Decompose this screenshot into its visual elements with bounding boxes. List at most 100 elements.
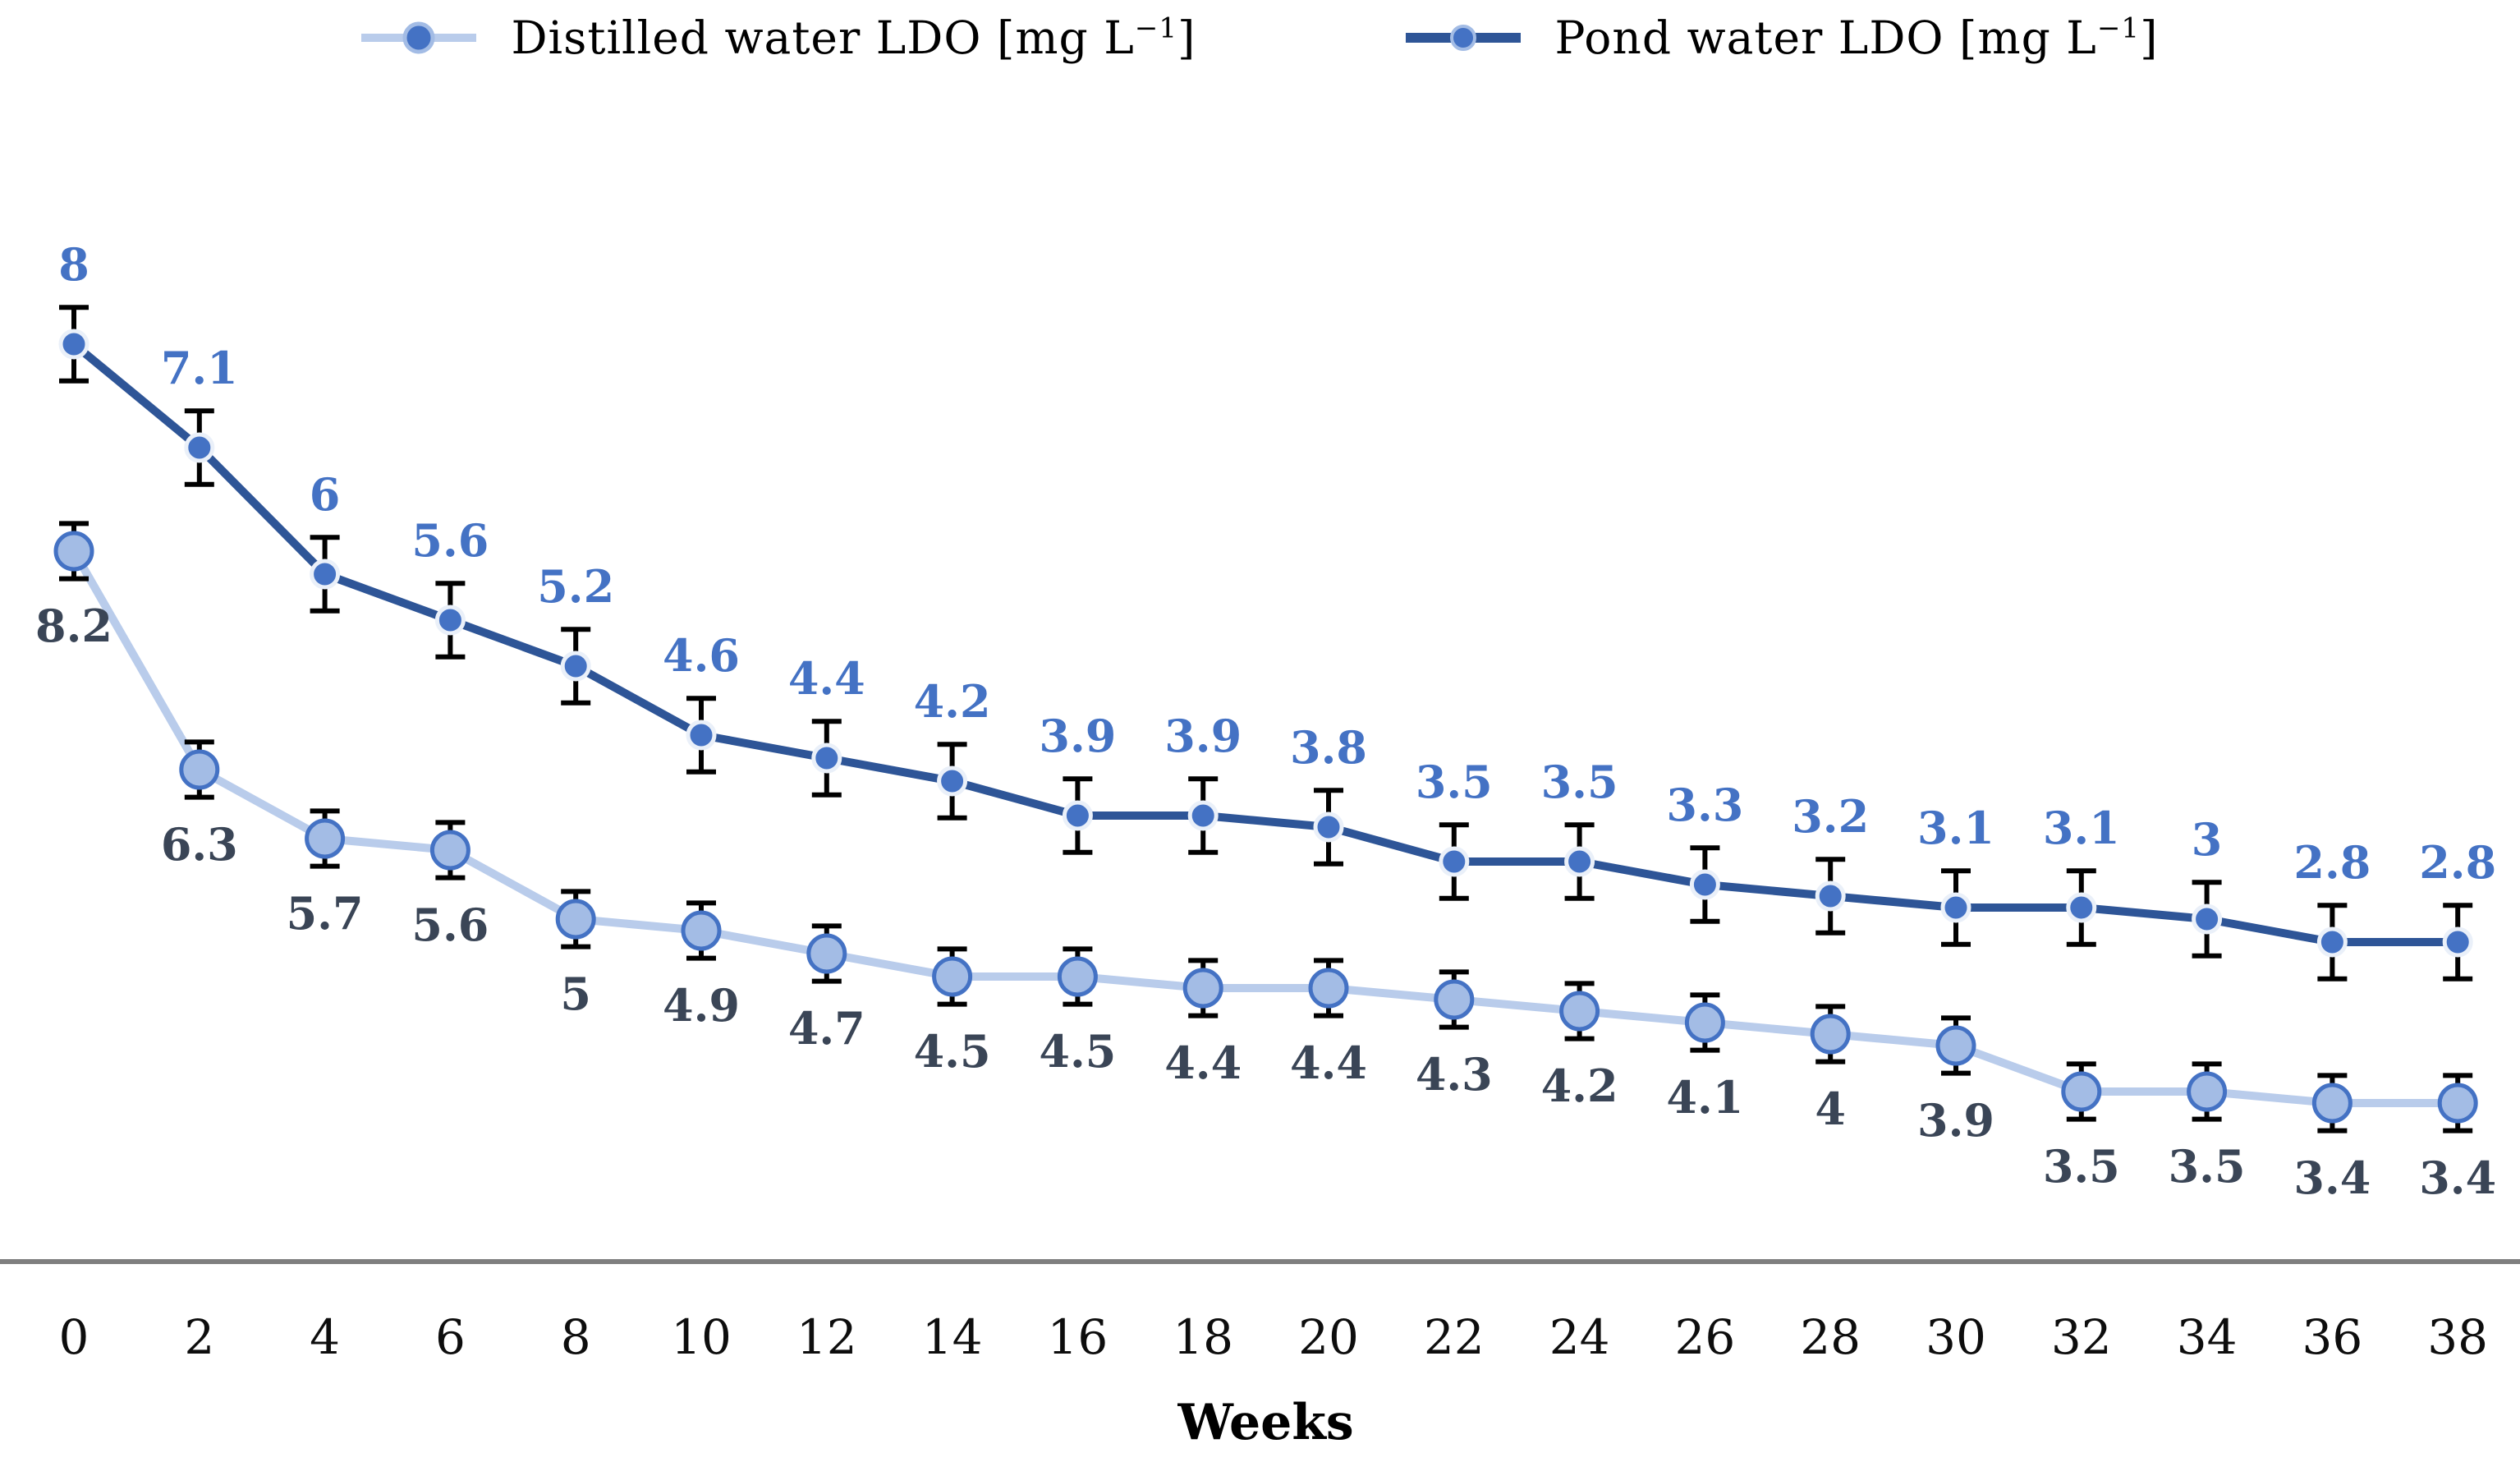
data-point-marker — [310, 559, 341, 590]
data-label: 3.3 — [1666, 779, 1743, 831]
data-label: 3.9 — [1039, 710, 1116, 762]
data-point-marker — [1689, 869, 1720, 900]
x-tick-label: 14 — [922, 1309, 983, 1365]
data-point-marker — [937, 765, 968, 797]
data-point-marker — [1810, 1014, 1851, 1055]
data-label: 3.1 — [1917, 802, 1994, 854]
data-label: 3.4 — [2419, 1152, 2496, 1204]
data-label: 4.5 — [1039, 1025, 1116, 1078]
x-tick-label: 18 — [1173, 1309, 1233, 1365]
x-tick-label: 34 — [2177, 1309, 2238, 1365]
data-point-marker — [1187, 800, 1219, 831]
series-line-pond — [70, 340, 2463, 946]
data-label: 4.4 — [1164, 1037, 1242, 1089]
x-tick-label: 26 — [1674, 1309, 1735, 1365]
data-point-marker — [686, 720, 717, 751]
data-point-marker — [1057, 956, 1098, 997]
legend-item-pond: Pond water LDO [mg L−1] — [1405, 11, 2159, 64]
data-label: 4.2 — [914, 675, 991, 728]
x-tick-label: 10 — [671, 1309, 732, 1365]
data-point-marker — [434, 605, 466, 636]
x-tick-label: 38 — [2427, 1309, 2488, 1365]
legend-label-pond-close: ] — [2140, 11, 2159, 64]
data-point-marker — [429, 830, 470, 871]
data-label: 5 — [560, 968, 591, 1020]
x-tick-label: 32 — [2051, 1309, 2112, 1365]
data-point-marker — [1684, 1002, 1725, 1043]
chart-legend: Distilled water LDO [mg L−1] Pond water … — [0, 11, 2520, 64]
data-point-marker — [2311, 1083, 2352, 1124]
data-point-marker — [1559, 991, 1600, 1032]
series-line-distilled — [70, 547, 2463, 1107]
data-label: 3.2 — [1792, 790, 1869, 843]
data-label: 8.2 — [35, 600, 112, 652]
x-tick-label: 2 — [184, 1309, 214, 1365]
data-label: 2.8 — [2419, 836, 2496, 889]
legend-label-distilled: Distilled water LDO [mg L−1] — [511, 11, 1196, 64]
legend-label-distilled-sup: −1 — [1134, 11, 1178, 45]
legend-label-pond-sup: −1 — [2096, 11, 2141, 45]
data-label: 5.7 — [287, 887, 364, 940]
legend-marker-pond-icon — [1405, 25, 1521, 51]
x-tick-label: 22 — [1424, 1309, 1485, 1365]
data-point-marker — [1815, 880, 1846, 912]
x-tick-label: 24 — [1549, 1309, 1610, 1365]
data-label: 3.5 — [2043, 1140, 2120, 1193]
x-tick-label: 8 — [561, 1309, 591, 1365]
data-point-marker — [53, 531, 94, 572]
data-label: 4.6 — [663, 629, 740, 682]
data-point-marker — [932, 956, 973, 997]
x-tick-label: 6 — [435, 1309, 466, 1365]
data-label: 4.4 — [1290, 1037, 1367, 1089]
data-label: 6.3 — [161, 818, 238, 871]
data-point-marker — [2442, 926, 2473, 958]
data-point-marker — [1935, 1025, 1976, 1066]
data-point-marker — [681, 910, 722, 951]
data-label: 2.8 — [2293, 836, 2371, 889]
data-point-marker — [1940, 892, 1971, 923]
data-label: 5.6 — [411, 899, 489, 951]
x-tick-label: 0 — [59, 1309, 90, 1365]
data-label: 4.5 — [914, 1025, 991, 1078]
x-tick-label: 30 — [1926, 1309, 1986, 1365]
x-tick-label: 20 — [1298, 1309, 1359, 1365]
data-label: 3.1 — [2043, 802, 2120, 854]
data-point-marker — [1434, 979, 1475, 1020]
x-tick-label: 16 — [1047, 1309, 1108, 1365]
data-point-marker — [555, 899, 596, 940]
data-point-marker — [2316, 926, 2348, 958]
data-point-marker — [1313, 811, 1344, 843]
data-label: 3 — [2192, 813, 2223, 866]
data-point-marker — [560, 651, 591, 682]
x-tick-label: 36 — [2302, 1309, 2362, 1365]
data-label: 4.4 — [788, 652, 865, 705]
data-label: 6 — [310, 468, 341, 521]
data-label: 3.5 — [1416, 756, 1493, 808]
data-label: 8 — [58, 238, 90, 291]
data-label: 5.6 — [411, 514, 489, 567]
data-point-marker — [2192, 903, 2223, 935]
data-label: 5.2 — [537, 560, 614, 613]
data-label: 4 — [1815, 1083, 1846, 1135]
data-point-marker — [1439, 846, 1470, 877]
data-point-marker — [2066, 892, 2097, 923]
data-label: 4.1 — [1666, 1071, 1743, 1124]
data-label: 3.5 — [2169, 1140, 2246, 1193]
data-point-marker — [1182, 968, 1223, 1009]
data-label: 3.9 — [1917, 1094, 1994, 1147]
data-label: 4.2 — [1541, 1060, 1618, 1112]
data-point-marker — [184, 432, 215, 463]
data-point-marker — [179, 749, 220, 790]
data-label: 4.9 — [663, 979, 740, 1032]
data-point-marker — [1062, 800, 1093, 831]
legend-marker-distilled-icon — [361, 21, 477, 54]
data-point-marker — [806, 933, 847, 974]
data-label: 7.1 — [161, 342, 238, 394]
data-point-marker — [2187, 1071, 2228, 1112]
data-label: 4.7 — [788, 1002, 865, 1055]
data-point-marker — [1564, 846, 1595, 877]
legend-label-distilled-close: ] — [1177, 11, 1196, 64]
data-point-marker — [58, 329, 90, 360]
